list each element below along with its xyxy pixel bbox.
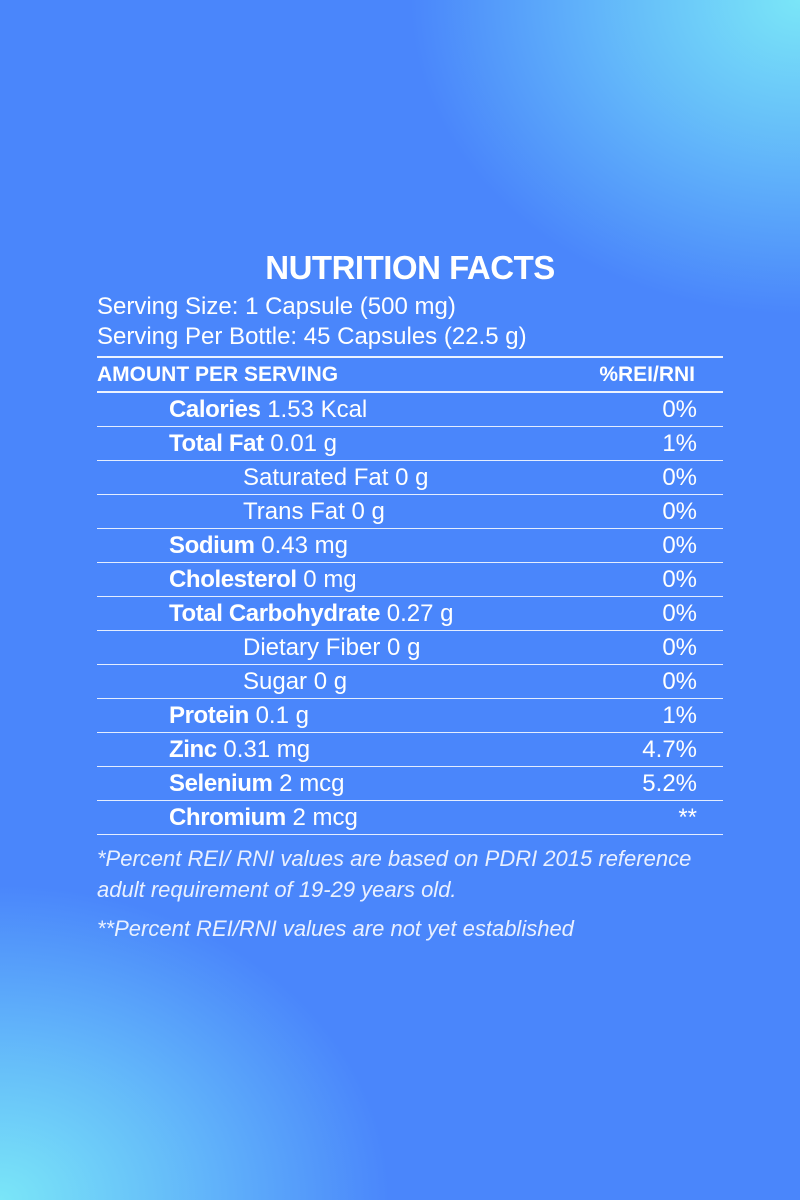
nutrient-name: Calories [169,395,261,423]
nutrient-label: Selenium 2 mcg [97,770,345,798]
nutrient-label: Trans Fat 0 g [97,498,385,526]
nutrient-amount: 0 mg [303,565,357,593]
amount-per-serving-header: AMOUNT PER SERVING [97,362,339,386]
nutrient-name: Chromium [169,803,286,831]
nutrition-facts-panel: NUTRITION FACTS Serving Size: 1 Capsule … [97,248,723,944]
nutrient-name: Selenium [169,769,273,797]
nutrient-label: Protein 0.1 g [97,702,309,730]
table-row: Dietary Fiber 0 g 0% [97,631,723,665]
nutrient-name: Protein [169,701,249,729]
nutrient-amount: 1.53 Kcal [267,395,368,423]
nutrient-label: Total Fat 0.01 g [97,430,337,458]
nutrient-name: Dietary Fiber [243,633,381,661]
nutrient-name: Saturated Fat [243,463,389,491]
nutrient-label: Total Carbohydrate 0.27 g [97,600,453,628]
nutrient-percent: 0% [662,395,697,423]
table-row: Sodium 0.43 mg 0% [97,529,723,563]
nutrient-amount: 0.43 mg [261,531,348,559]
nutrient-name: Trans Fat [243,497,345,525]
nutrient-percent: ** [678,803,697,831]
table-row: Trans Fat 0 g 0% [97,495,723,529]
footnote-2: **Percent REI/RNI values are not yet est… [97,916,574,941]
table-row: Chromium 2 mcg ** [97,801,723,835]
table-row: Sugar 0 g 0% [97,665,723,699]
nutrient-percent: 0% [662,565,697,593]
nutrient-amount: 0.01 g [270,429,338,457]
serving-info: Serving Size: 1 Capsule (500 mg) Serving… [97,292,723,352]
nutrient-percent: 0% [662,633,697,661]
serving-per-bottle: Serving Per Bottle: 45 Capsules (22.5 g) [97,323,527,350]
nutrient-amount: 0 g [395,463,429,491]
nutrient-name: Sodium [169,531,255,559]
nutrient-label: Saturated Fat 0 g [97,464,428,492]
nutrient-label: Cholesterol 0 mg [97,566,357,594]
nutrient-amount: 0 g [351,497,385,525]
table-row: Total Fat 0.01 g 1% [97,427,723,461]
nutrient-percent: 0% [662,463,697,491]
table-row: Cholesterol 0 mg 0% [97,563,723,597]
nutrient-percent: 0% [662,599,697,627]
nutrient-percent: 0% [662,531,697,559]
nutrient-amount: 0.1 g [255,701,309,729]
table-row: Total Carbohydrate 0.27 g 0% [97,597,723,631]
nutrient-name: Total Fat [169,429,264,457]
nutrient-amount: 0 g [387,633,421,661]
nutrient-label: Sugar 0 g [97,668,347,696]
nutrient-label: Zinc 0.31 mg [97,736,310,764]
nutrient-percent: 1% [662,701,697,729]
table-header: AMOUNT PER SERVING %REI/RNI [97,356,723,393]
footnote-1: *Percent REI/ RNI values are based on PD… [97,846,692,902]
nutrient-amount: 0 g [313,667,348,695]
nutrient-label: Sodium 0.43 mg [97,532,348,560]
nutrient-label: Calories 1.53 Kcal [97,396,367,424]
nutrient-name: Zinc [169,735,217,763]
nutrient-percent: 0% [662,667,697,695]
nutrient-percent: 0% [662,497,697,525]
table-row: Calories 1.53 Kcal 0% [97,393,723,427]
table-row: Zinc 0.31 mg 4.7% [97,733,723,767]
table-row: Saturated Fat 0 g 0% [97,461,723,495]
nutrient-amount: 0.31 mg [223,735,311,763]
nutrient-amount: 2 mcg [292,803,358,831]
table-row: Protein 0.1 g 1% [97,699,723,733]
rei-rni-header: %REI/RNI [599,362,695,386]
nutrient-percent: 1% [662,429,697,457]
serving-size: Serving Size: 1 Capsule (500 mg) [97,293,456,320]
nutrient-amount: 0.27 g [386,599,454,627]
nutrient-name: Cholesterol [169,565,297,593]
nutrient-name: Total Carbohydrate [169,599,381,627]
page-title: NUTRITION FACTS [265,249,555,286]
nutrient-table: Calories 1.53 Kcal 0% Total Fat 0.01 g 1% Sa… [97,393,723,835]
nutrient-label: Dietary Fiber 0 g [97,634,420,662]
nutrient-amount: 2 mcg [279,769,345,797]
nutrient-label: Chromium 2 mcg [97,804,358,832]
nutrient-percent: 5.2% [642,769,697,797]
footnotes: *Percent REI/ RNI values are based on PD… [97,843,723,944]
table-row: Selenium 2 mcg 5.2% [97,767,723,801]
nutrient-percent: 4.7% [642,735,697,763]
nutrient-name: Sugar [243,667,308,695]
